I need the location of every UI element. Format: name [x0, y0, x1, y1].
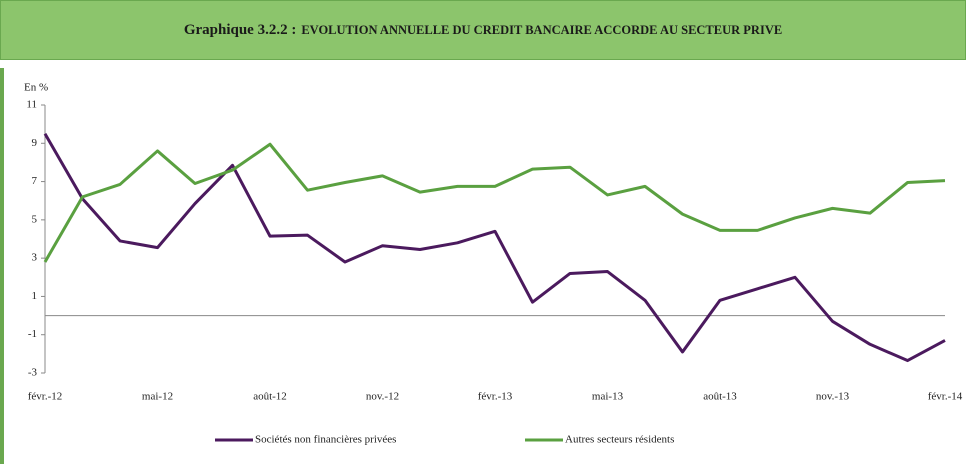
series-line — [43, 142, 946, 263]
x-tick-label: mai-13 — [592, 391, 624, 403]
left-border — [0, 68, 4, 464]
y-tick-label: 1 — [32, 290, 38, 302]
x-tick-label: nov.-12 — [366, 391, 399, 403]
title-label: Graphique 3.2.2 : — [183, 21, 297, 38]
header: Graphique 3.2.2 : EVOLUTION ANNUELLE DU … — [0, 0, 966, 60]
x-tick-label: mai-12 — [142, 391, 173, 403]
y-tick-label: -1 — [28, 328, 37, 340]
x-tick-label: août-12 — [253, 391, 287, 403]
y-tick-label: 7 — [32, 175, 38, 187]
legend-label: Sociétés non financières privées — [255, 434, 396, 446]
legend-label: Autres secteurs résidents — [565, 434, 674, 446]
y-tick-label: 3 — [32, 252, 38, 264]
x-tick-label: févr.-14 — [928, 391, 963, 403]
x-tick-label: févr.-13 — [478, 391, 513, 403]
series-line — [43, 132, 946, 363]
chart-title: EVOLUTION ANNUELLE DU CREDIT BANCAIRE AC… — [301, 22, 783, 37]
y-tick-label: 11 — [26, 99, 37, 111]
y-tick-label: 9 — [32, 137, 38, 149]
y-tick-label: -3 — [28, 367, 38, 379]
x-tick-label: nov.-13 — [816, 391, 850, 403]
y-axis-label: En % — [24, 82, 48, 94]
chart: En % 11 9 7 5 3 1 -1 -3 févr.-12 mai-12 août-12 nov… — [0, 68, 963, 464]
y-tick-label: 5 — [32, 213, 38, 225]
x-tick-label: août-13 — [703, 391, 737, 403]
x-tick-label: févr.-12 — [28, 391, 63, 403]
